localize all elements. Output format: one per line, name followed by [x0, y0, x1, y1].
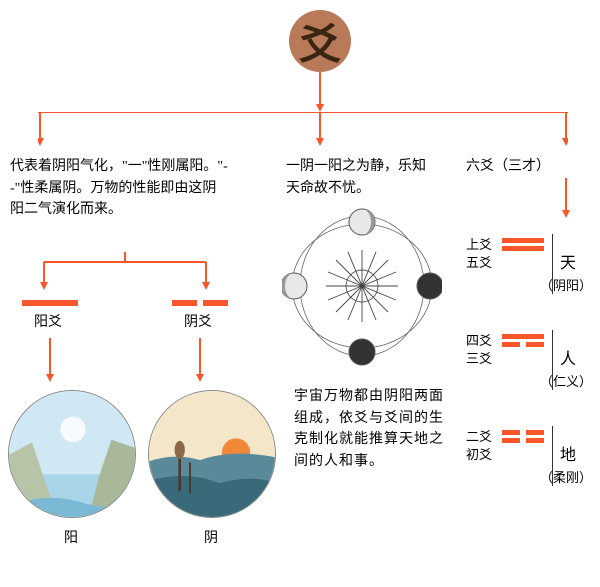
arrow-left-split: [40, 252, 210, 290]
r2-bars: [502, 334, 544, 350]
r3-sub: （柔刚）: [540, 468, 592, 488]
cosmos-diagram: [282, 206, 442, 366]
yin-caption: 阴: [204, 528, 218, 550]
yang-yao-bar: [22, 300, 78, 306]
r3-l1: 二爻: [466, 426, 492, 445]
r2-sub: （仁义）: [540, 372, 592, 392]
r3-l2: 初爻: [466, 444, 492, 463]
r2-l2: 三爻: [466, 348, 492, 367]
right-title: 六爻（三才）: [466, 156, 550, 178]
yin-yao-bar: [172, 300, 228, 306]
r2-big: 人: [560, 348, 576, 373]
yin-image: [148, 390, 276, 518]
yang-caption: 阳: [64, 528, 78, 550]
yang-image: [8, 390, 136, 518]
r3-bars: [502, 430, 544, 446]
middle-top-text: 一阴一阳之为静，乐知天命故不忧。: [286, 156, 436, 199]
middle-bottom-text: 宇宙万物都由阴阳两面组成，依爻与爻间的生克制化就能推算天地之间的人和事。: [294, 386, 444, 473]
yin-yao-label: 阴爻: [184, 312, 212, 334]
arrow-root-down: [316, 72, 324, 112]
arrow-to-yin-img: [196, 338, 204, 382]
r1-bars: [502, 238, 544, 254]
r3-big: 地: [560, 444, 576, 469]
arrow-root-horizontal: [38, 112, 568, 146]
arrow-right-down: [562, 178, 570, 218]
left-desc: 代表着阴阳气化，"一"性刚属阳。"--"性柔属阴。万物的性能即由这阴阳二气演化而…: [10, 156, 230, 221]
root-glyph: 爻: [299, 11, 341, 72]
r1-l2: 五爻: [466, 252, 492, 271]
r1-big: 天: [560, 252, 576, 277]
arrow-to-yang-img: [46, 338, 54, 382]
r2-l1: 四爻: [466, 330, 492, 349]
r1-sub: （阴阳）: [540, 276, 592, 296]
yang-yao-label: 阳爻: [34, 312, 62, 334]
r1-l1: 上爻: [466, 234, 492, 253]
root-circle: 爻: [289, 10, 351, 72]
